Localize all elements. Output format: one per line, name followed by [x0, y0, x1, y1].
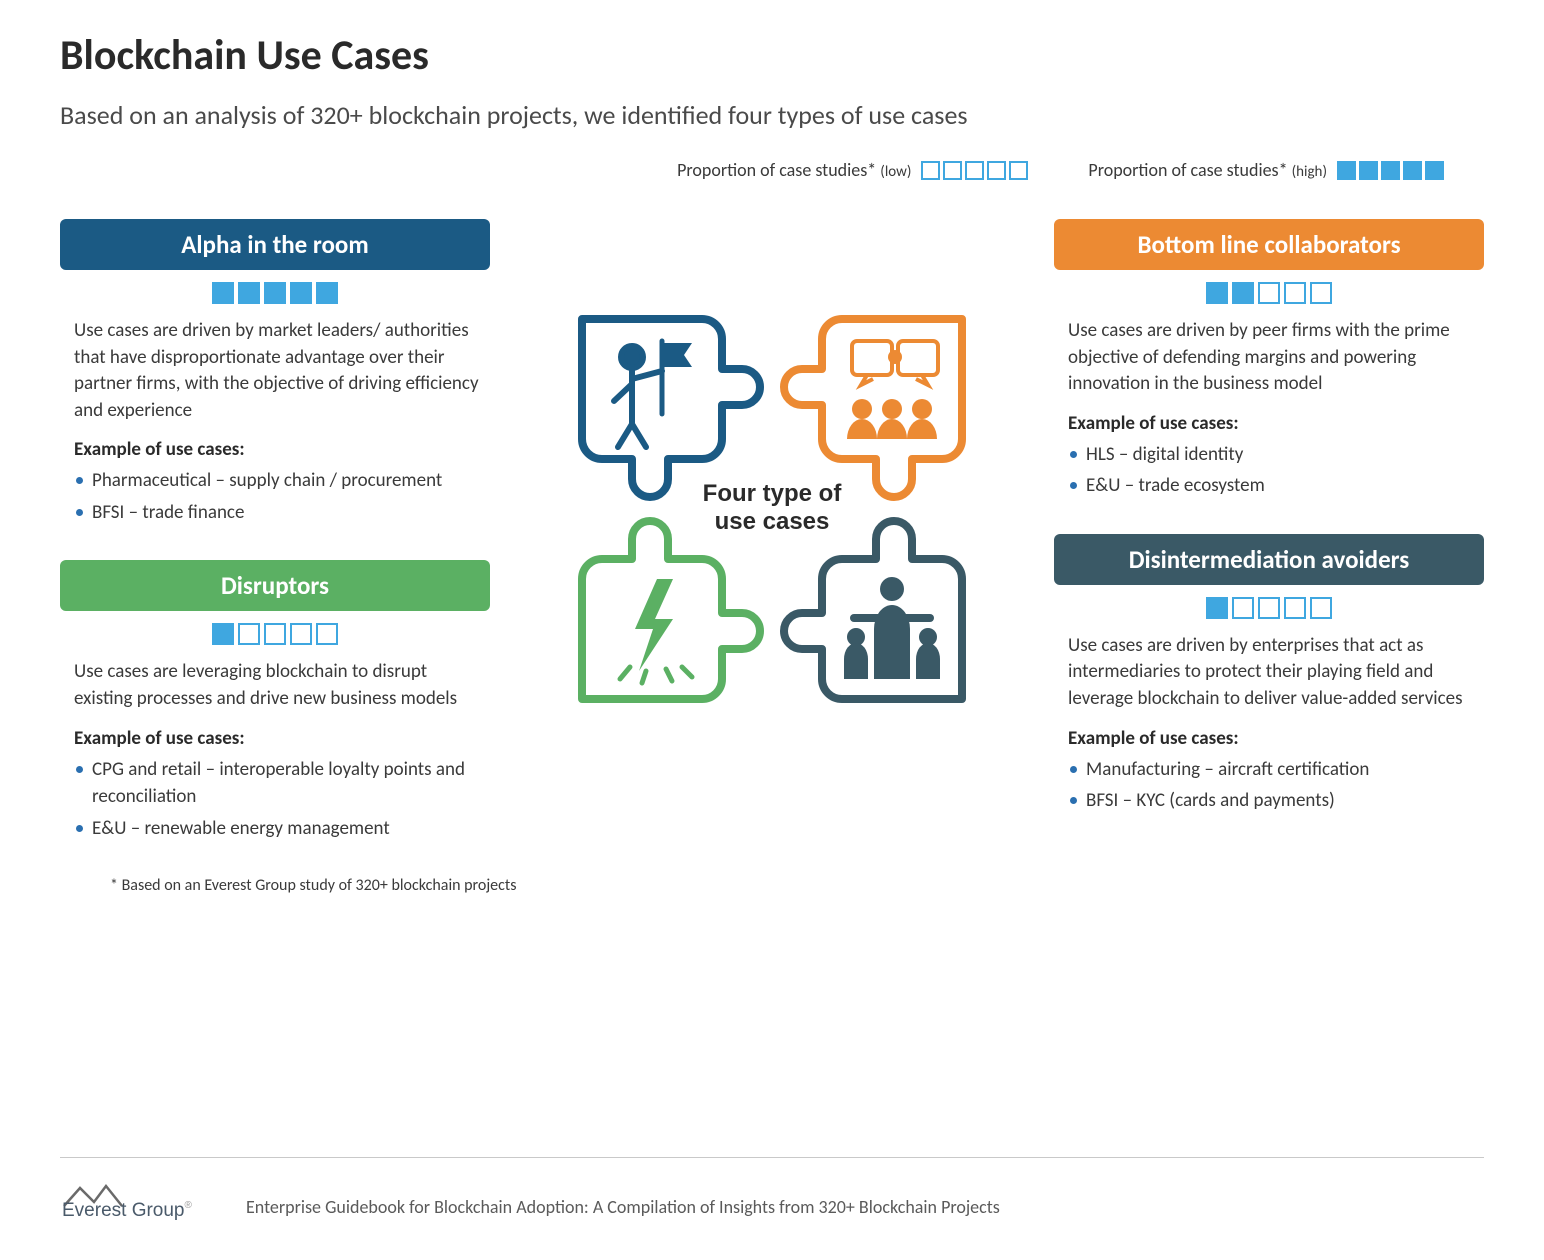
proportion-box: [1284, 597, 1306, 619]
svg-text:Everest Group®: Everest Group®: [62, 1200, 193, 1220]
card-disruptors-header: Disruptors: [60, 560, 490, 611]
page-title: Blockchain Use Cases: [60, 30, 1484, 81]
proportion-box: [1337, 161, 1356, 180]
proportion-box: [1258, 597, 1280, 619]
card-bottom-desc: Use cases are driven by peer firms with …: [1054, 318, 1484, 398]
intermediary-icon: [844, 577, 940, 679]
proportion-box: [212, 623, 234, 645]
proportion-box: [212, 282, 234, 304]
card-disintermediation-boxes: [1054, 597, 1484, 619]
card-disruptors-examples: CPG and retail – interoperable loyalty p…: [60, 756, 490, 843]
proportion-box: [316, 282, 338, 304]
collaborators-icon: [847, 337, 938, 439]
card-disruptors: Disruptors Use cases are leveraging bloc…: [60, 560, 490, 846]
legend-row: Proportion of case studies* (low) Propor…: [60, 159, 1484, 181]
list-item: Manufacturing – aircraft certification: [1068, 756, 1476, 784]
leader-flag-icon: [614, 341, 692, 447]
card-alpha-boxes: [60, 282, 490, 304]
card-alpha-examples: Pharmaceutical – supply chain / procurem…: [60, 467, 490, 526]
proportion-box: [1310, 282, 1332, 304]
card-disintermediation-examples-label: Example of use cases:: [1054, 727, 1484, 750]
legend-low: Proportion of case studies* (low): [677, 159, 1028, 181]
footer: Everest Group® Enterprise Guidebook for …: [60, 1157, 1484, 1220]
proportion-box: [290, 623, 312, 645]
legend-low-label: Proportion of case studies* (low): [677, 159, 911, 181]
proportion-box: [1009, 161, 1028, 180]
proportion-box: [965, 161, 984, 180]
proportion-box: [1381, 161, 1400, 180]
proportion-box: [921, 161, 940, 180]
list-item: E&U – renewable energy management: [74, 815, 482, 843]
left-column: Alpha in the room Use cases are driven b…: [60, 219, 490, 846]
card-disruptors-boxes: [60, 623, 490, 645]
proportion-box: [1310, 597, 1332, 619]
card-bottom-header: Bottom line collaborators: [1054, 219, 1484, 270]
everest-logo: Everest Group®: [60, 1176, 230, 1220]
card-disintermediation-desc: Use cases are driven by enterprises that…: [1054, 633, 1484, 713]
proportion-box: [987, 161, 1006, 180]
card-alpha-examples-label: Example of use cases:: [60, 438, 490, 461]
card-alpha-header: Alpha in the room: [60, 219, 490, 270]
card-bottom: Bottom line collaborators Use cases are …: [1054, 219, 1484, 504]
center-label-2: use cases: [715, 508, 830, 535]
page-subtitle: Based on an analysis of 320+ blockchain …: [60, 99, 1484, 131]
proportion-box: [1284, 282, 1306, 304]
proportion-box: [238, 623, 260, 645]
proportion-box: [238, 282, 260, 304]
card-disruptors-examples-label: Example of use cases:: [60, 727, 490, 750]
center-label-1: Four type of: [703, 480, 843, 507]
proportion-box: [264, 623, 286, 645]
card-alpha-desc: Use cases are driven by market leaders/ …: [60, 318, 490, 424]
list-item: HLS – digital identity: [1068, 441, 1476, 469]
right-column: Bottom line collaborators Use cases are …: [1054, 219, 1484, 819]
proportion-box: [1425, 161, 1444, 180]
proportion-box: [1206, 282, 1228, 304]
card-bottom-examples-label: Example of use cases:: [1054, 412, 1484, 435]
main-grid: Alpha in the room Use cases are driven b…: [60, 219, 1484, 846]
proportion-box: [1232, 597, 1254, 619]
four-type-diagram-icon: Four type of use cases: [542, 279, 1002, 739]
legend-high-label: Proportion of case studies* (high): [1088, 159, 1327, 181]
list-item: CPG and retail – interoperable loyalty p…: [74, 756, 482, 811]
card-disintermediation-examples: Manufacturing – aircraft certification BF…: [1054, 756, 1484, 815]
list-item: BFSI – trade finance: [74, 499, 482, 527]
proportion-box: [1258, 282, 1280, 304]
center-diagram: Four type of use cases: [510, 219, 1034, 739]
list-item: Pharmaceutical – supply chain / procurem…: [74, 467, 482, 495]
card-disintermediation-header: Disintermediation avoiders: [1054, 534, 1484, 585]
proportion-box: [1206, 597, 1228, 619]
legend-high-boxes: [1337, 161, 1444, 180]
card-bottom-boxes: [1054, 282, 1484, 304]
legend-high: Proportion of case studies* (high): [1088, 159, 1444, 181]
card-disintermediation: Disintermediation avoiders Use cases are…: [1054, 534, 1484, 819]
legend-low-boxes: [921, 161, 1028, 180]
proportion-box: [316, 623, 338, 645]
list-item: E&U – trade ecosystem: [1068, 472, 1476, 500]
list-item: BFSI – KYC (cards and payments): [1068, 787, 1476, 815]
footer-tagline: Enterprise Guidebook for Blockchain Adop…: [246, 1196, 1000, 1220]
card-bottom-examples: HLS – digital identity E&U – trade ecosys…: [1054, 441, 1484, 500]
disruptor-bolt-icon: [620, 579, 692, 683]
proportion-box: [1232, 282, 1254, 304]
proportion-box: [264, 282, 286, 304]
card-alpha: Alpha in the room Use cases are driven b…: [60, 219, 490, 530]
footnote: * Based on an Everest Group study of 320…: [110, 876, 1484, 895]
proportion-box: [290, 282, 312, 304]
card-disruptors-desc: Use cases are leveraging blockchain to d…: [60, 659, 490, 712]
proportion-box: [943, 161, 962, 180]
proportion-box: [1359, 161, 1378, 180]
proportion-box: [1403, 161, 1422, 180]
